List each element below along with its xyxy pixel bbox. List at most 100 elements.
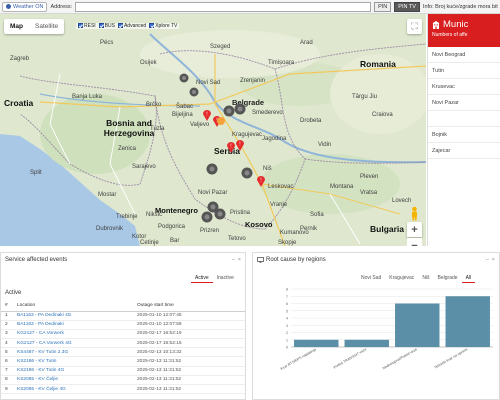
alert-pin-icon[interactable]: ! xyxy=(235,138,245,152)
weather-toggle-button[interactable]: Weather ON xyxy=(2,1,48,12)
row-location-link[interactable]: KS2065 - KV Čeljie 4G xyxy=(13,384,133,395)
zoom-out-button[interactable]: − xyxy=(407,238,422,246)
layer-resi[interactable]: RESI xyxy=(78,23,96,29)
label-smederevo: Smederevo xyxy=(252,110,283,116)
alert-pin-icon[interactable]: ! xyxy=(256,174,266,188)
pin-button[interactable]: PIN xyxy=(374,1,392,12)
tab-belgrade[interactable]: Belgrade xyxy=(437,275,458,281)
layer-bus-label: BUS xyxy=(104,23,115,29)
map-view[interactable]: Croatia Bosnia and Herzegovina Serbia Mo… xyxy=(0,14,426,246)
checkbox-icon[interactable] xyxy=(98,23,104,29)
checkbox-icon[interactable] xyxy=(78,23,83,29)
home-marker-icon[interactable] xyxy=(216,116,226,126)
municipality-item[interactable]: Zajecar xyxy=(428,143,500,159)
alert-pin-icon[interactable]: ! xyxy=(226,140,236,154)
cluster-marker[interactable] xyxy=(200,210,214,224)
label-zenica: Zenica xyxy=(118,146,137,152)
table-row[interactable]: 1 BA1163 - PA Dedinaki 4G 2025-01-10 12:07… xyxy=(1,311,245,321)
layer-bus[interactable]: BUS xyxy=(98,23,115,29)
label-craiova: Craiova xyxy=(372,112,393,118)
terrain-balkan xyxy=(260,154,400,214)
tab-nis[interactable]: Niš xyxy=(422,275,430,281)
table-row[interactable]: 2 BA1163 - PA Dedinaki 2025-01-10 12:07:58 xyxy=(1,320,245,330)
label-nis: Niš xyxy=(263,166,272,172)
tab-active[interactable]: Active xyxy=(191,273,213,283)
label-bijeljina: Bijeljina xyxy=(172,112,193,118)
cluster-marker[interactable] xyxy=(206,200,220,214)
events-panel-title: Service affected events xyxy=(5,257,68,263)
municipality-item[interactable]: Krusevac xyxy=(428,79,500,95)
tab-inactive[interactable]: Inactive xyxy=(216,275,234,281)
close-icon[interactable]: × xyxy=(491,257,495,263)
y-tick-label: 0 xyxy=(286,346,288,350)
row-number: 4 xyxy=(1,338,13,349)
row-outage-start: 2025-02-17 16:52:16 xyxy=(133,338,245,349)
cluster-marker[interactable] xyxy=(188,86,200,98)
row-location-link[interactable]: KS2065 - KV Čeljie xyxy=(13,375,133,386)
highway-e70 xyxy=(39,65,426,108)
label-kosovo: Kosovo xyxy=(245,220,273,229)
row-location-link[interactable]: KS2186 - KV Tutin 4G xyxy=(13,366,133,376)
municipality-item[interactable]: Bojnik xyxy=(428,127,500,143)
cluster-marker[interactable] xyxy=(178,72,190,84)
zoom-in-button[interactable]: + xyxy=(407,222,422,237)
x-tick-label: Kvar RTS/EPS napajanja xyxy=(280,347,317,371)
cluster-marker[interactable] xyxy=(205,162,219,176)
tab-kragujevac[interactable]: Kragujevac xyxy=(389,275,415,281)
address-label: Address: xyxy=(50,3,73,10)
bar[interactable] xyxy=(294,339,339,347)
label-drobeta: Drobeta xyxy=(300,118,322,124)
minimize-icon[interactable]: – xyxy=(485,257,489,263)
municipality-item[interactable]: Novi Beograd xyxy=(428,47,500,63)
x-tick-label: Tehnički kvar na opremi xyxy=(434,347,469,369)
checkbox-icon[interactable] xyxy=(149,23,155,29)
close-icon[interactable]: × xyxy=(237,257,241,263)
map-type-map[interactable]: Map xyxy=(10,23,23,30)
layer-advanced[interactable]: Advanced xyxy=(117,23,146,29)
table-row[interactable]: 8 KS2065 - KV Čeljie 2025-02-13 11:31:52 xyxy=(1,375,245,386)
label-kragujevac: Kragujevac xyxy=(232,132,263,138)
municipality-item[interactable]: Novi Pazar xyxy=(428,95,500,111)
table-row[interactable]: 6 KS2186 - KV Tutin 2025-02-13 11:31:52 xyxy=(1,356,245,367)
cluster-marker[interactable] xyxy=(233,102,247,116)
column-header-location[interactable]: Location xyxy=(13,301,133,312)
fullscreen-button[interactable]: ⛶ xyxy=(407,19,422,34)
label-skopje: Skopje xyxy=(278,240,297,246)
municipality-item[interactable] xyxy=(428,111,500,127)
tab-novi-sad[interactable]: Novi Sad xyxy=(361,275,382,281)
pin-tv-button[interactable]: PIN TV xyxy=(394,1,420,12)
row-outage-start: 2025-02-13 11:31:52 xyxy=(133,356,245,367)
municipality-item[interactable]: Tutin xyxy=(428,63,500,79)
layer-xplore-tv[interactable]: Xplore TV xyxy=(149,23,177,29)
map-type-satellite[interactable]: Satellite xyxy=(35,23,59,30)
label-dubrovnik: Dubrovnik xyxy=(96,226,124,232)
municipality-panel: Munic Numbers of affe Novi Beograd Tutin… xyxy=(427,14,500,246)
minimize-icon[interactable]: – xyxy=(231,257,235,263)
label-jagodina: Jagodina xyxy=(262,136,287,142)
column-header-number[interactable]: # xyxy=(1,301,13,312)
alert-pin-icon[interactable]: ! xyxy=(202,108,212,122)
table-row[interactable]: 4 KG2127 - CA Vorwerk 4G 2025-02-17 16:52:… xyxy=(1,338,245,349)
table-row[interactable]: 5 KS4487 - KV Tutin 2.3G 2025-02-13 10:13:… xyxy=(1,347,245,358)
row-location-link[interactable]: BA1163 - PA Dedinaki 4G xyxy=(13,311,133,321)
table-row[interactable]: 3 KG2127 - CA Vorwerk 2025-02-17 16:52:19 xyxy=(1,329,245,340)
tab-all[interactable]: All xyxy=(461,273,476,283)
row-location-link[interactable]: KG2127 - CA Vorwerk xyxy=(13,329,133,340)
bar[interactable] xyxy=(395,303,440,348)
cluster-marker[interactable] xyxy=(240,166,254,180)
cluster-marker[interactable] xyxy=(213,207,227,221)
column-header-outage-start[interactable]: Outage start time xyxy=(133,301,245,312)
row-location-link[interactable]: KG2127 - CA Vorwerk 4G xyxy=(13,338,133,349)
address-input[interactable] xyxy=(75,1,372,12)
table-row[interactable]: 9 KS2065 - KV Čeljie 4G 2025-02-13 11:31:5… xyxy=(1,384,245,395)
table-row[interactable]: 7 KS2186 - KV Tutin 4G 2025-02-13 11:31:52 xyxy=(1,366,245,376)
row-location-link[interactable]: KS4487 - KV Tutin 2.3G xyxy=(13,347,133,358)
label-timisoara: Timișoara xyxy=(268,60,295,66)
cluster-marker[interactable] xyxy=(222,104,236,118)
checkbox-icon[interactable] xyxy=(117,23,123,29)
bar[interactable] xyxy=(344,339,389,347)
bar[interactable] xyxy=(445,296,490,347)
row-location-link[interactable]: BA1163 - PA Dedinaki xyxy=(13,320,133,330)
row-location-link[interactable]: KS2186 - KV Tutin xyxy=(13,356,133,367)
street-view-pegman-icon[interactable] xyxy=(409,206,420,221)
